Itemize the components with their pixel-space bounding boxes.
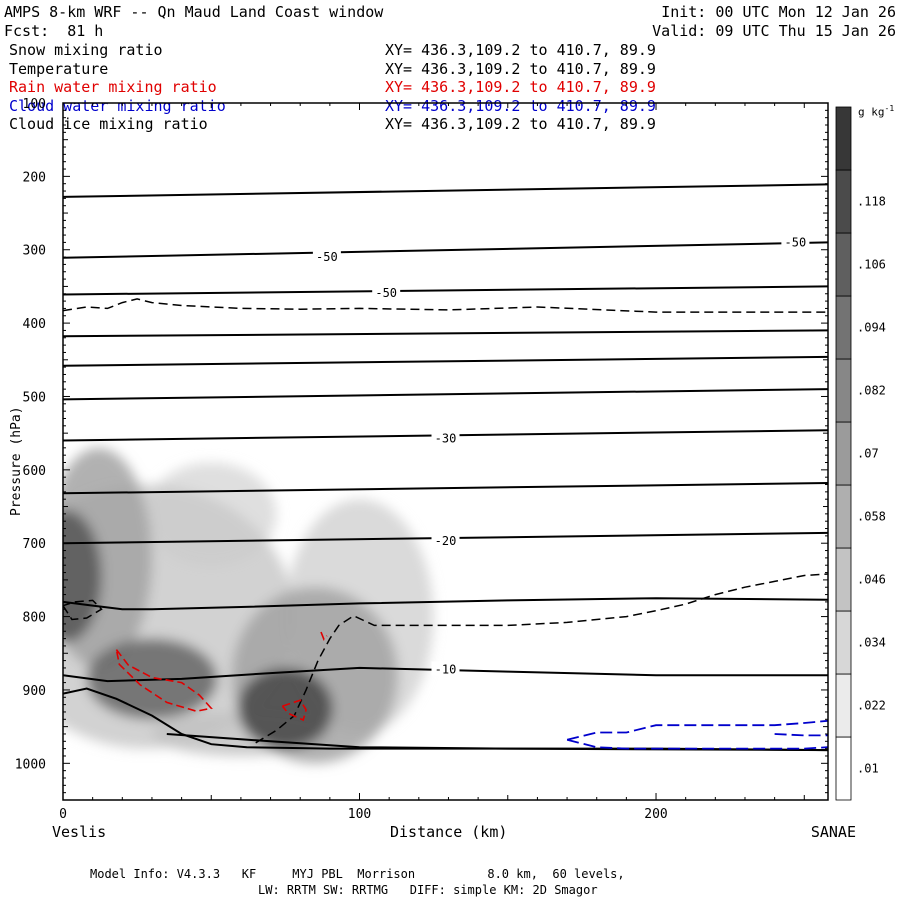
init-time: Init: 00 UTC Mon 12 Jan 26	[661, 3, 896, 21]
x-axis-label: Distance (km)	[390, 823, 508, 841]
temperature-contour	[63, 482, 828, 495]
contour-label-bg	[431, 661, 460, 676]
temperature-label: -50	[375, 286, 397, 300]
y-tick-label: 800	[23, 611, 46, 626]
temperature-contour	[63, 329, 828, 338]
temperature-contour	[166, 733, 828, 752]
colorbar-swatch	[835, 673, 852, 738]
y-tick-label: 1000	[15, 757, 46, 772]
model-info-line1: Model Info: V4.3.3 KF MYJ PBL Morrison 8…	[90, 867, 625, 881]
temperature-contour	[63, 183, 828, 198]
field-name: Rain water mixing ratio	[9, 78, 217, 96]
cloud-ice-contour	[63, 599, 103, 621]
temperature-contour	[63, 388, 828, 401]
colorbar-swatch	[835, 169, 852, 234]
colorbar-swatch	[835, 295, 852, 360]
colorbar-swatch	[835, 421, 852, 486]
temperature-contour	[63, 666, 828, 683]
plot-title: AMPS 8-km WRF -- Qn Maud Land Coast wind…	[4, 3, 384, 21]
colorbar-label: .046	[857, 573, 886, 587]
contour-label-bg	[372, 285, 401, 300]
y-tick-label: 400	[23, 317, 46, 332]
temperature-label: -50	[316, 250, 338, 264]
y-tick-label: 700	[23, 537, 46, 552]
field-name: Temperature	[9, 59, 109, 78]
model-info-line2: LW: RRTM SW: RRTMG DIFF: simple KM: 2D S…	[258, 883, 598, 897]
colorbar-label: .01	[857, 762, 879, 776]
temperature-label: -30	[435, 431, 457, 445]
rain-water-contour	[320, 631, 328, 641]
temperature-label: -10	[435, 662, 457, 676]
colorbar-label: .094	[857, 321, 886, 335]
y-axis-label: Pressure (hPa)	[9, 406, 24, 516]
colorbar-label: .058	[857, 510, 886, 524]
y-tick-label: 100	[23, 97, 46, 112]
field-xy-range: XY= 436.3,109.2 to 410.7, 89.9	[385, 59, 656, 78]
cloud-water-contour	[566, 738, 828, 750]
colorbar-label: .07	[857, 447, 879, 461]
colorbar-label: .034	[857, 636, 886, 650]
temperature-contour	[63, 285, 828, 296]
colorbar-swatch	[835, 547, 852, 612]
colorbar-label: .118	[857, 195, 886, 209]
forecast-hour: Fcst: 81 h	[4, 22, 104, 40]
y-tick-label: 500	[23, 390, 46, 405]
temperature-contour	[63, 597, 828, 611]
colorbar-label: .106	[857, 258, 886, 272]
y-tick-label: 300	[23, 244, 46, 259]
colorbar-swatch	[835, 736, 852, 801]
field-xy-range: XY= 436.3,109.2 to 410.7, 89.9	[385, 78, 656, 96]
temperature-contour	[63, 355, 828, 367]
colorbar-swatch	[835, 358, 852, 423]
field-name: Snow mixing ratio	[9, 41, 163, 59]
contour-label-bg	[431, 533, 460, 548]
contour-label-bg	[312, 249, 341, 264]
rain-water-contour	[281, 699, 307, 722]
cloud-water-contour	[774, 733, 828, 737]
field-xy-range: XY= 436.3,109.2 to 410.7, 89.9	[385, 115, 656, 133]
colorbar-swatch	[835, 232, 852, 297]
cloud-ice-contour	[63, 298, 828, 313]
right-endpoint-label: SANAE	[810, 823, 856, 841]
contour-label-bg	[781, 234, 810, 249]
colorbar-unit: g kg-1	[858, 104, 895, 119]
colorbar-swatch	[835, 106, 852, 171]
cloud-water-contour	[566, 719, 828, 741]
y-tick-label: 600	[23, 464, 46, 479]
temperature-contour	[63, 241, 828, 259]
x-tick-label: 0	[59, 807, 67, 822]
y-tick-label: 900	[23, 684, 46, 699]
plot-frame	[62, 102, 829, 801]
temperature-label: -20	[435, 534, 457, 548]
field-xy-range: XY= 436.3,109.2 to 410.7, 89.9	[385, 41, 656, 59]
colorbar-label: .022	[857, 699, 886, 713]
temperature-label: -50	[785, 235, 807, 249]
colorbar-label: .082	[857, 384, 886, 398]
field-xy-range: XY= 436.3,109.2 to 410.7, 89.9	[385, 96, 656, 115]
field-name: Cloud ice mixing ratio	[9, 115, 208, 133]
field-name: Cloud water mixing ratio	[9, 96, 226, 115]
colorbar-swatch	[835, 610, 852, 675]
left-endpoint-label: Veslis	[52, 823, 107, 841]
x-tick-label: 200	[644, 807, 667, 822]
contour-label-bg	[431, 430, 460, 445]
valid-time: Valid: 09 UTC Thu 15 Jan 26	[652, 22, 896, 40]
y-tick-label: 200	[23, 170, 46, 185]
rain-water-contour	[115, 649, 213, 713]
snow-mixing-ratio-shade	[237, 667, 333, 749]
x-tick-label: 100	[348, 807, 371, 822]
colorbar-swatch	[835, 484, 852, 549]
